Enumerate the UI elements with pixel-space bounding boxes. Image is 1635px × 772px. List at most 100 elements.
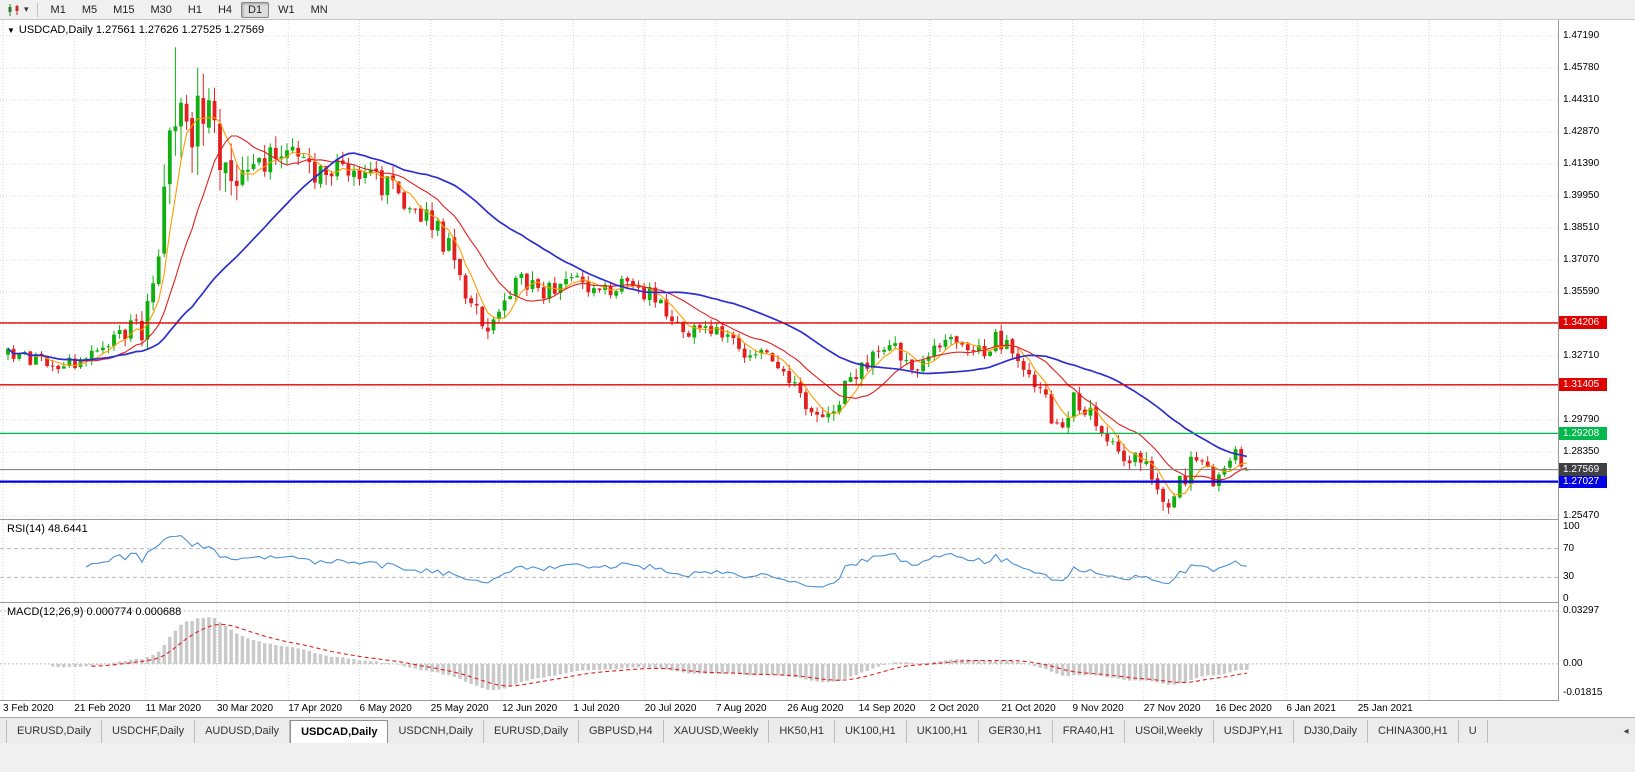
time-axis-label: 7 Aug 2020	[716, 703, 767, 714]
time-axis-label: 14 Sep 2020	[858, 703, 916, 714]
main-grid	[0, 20, 1558, 519]
chart-tab-xauusd-weekly[interactable]: XAUUSD,Weekly	[663, 720, 770, 743]
price-axis-label: 1.39950	[1563, 190, 1600, 201]
time-axis-label: 3 Feb 2020	[3, 703, 54, 714]
chart-type-dropdown-icon[interactable]: ▾	[24, 4, 29, 14]
price-axis-label: 1.45780	[1563, 62, 1600, 73]
time-axis-label: 21 Oct 2020	[1001, 703, 1056, 714]
rsi-chart[interactable]	[0, 520, 1558, 602]
timeframe-button-h1[interactable]: H1	[187, 3, 202, 16]
time-axis-label: 17 Apr 2020	[288, 703, 343, 714]
chart-title-text: USDCAD,Daily 1.27561 1.27626 1.27525 1.2…	[18, 24, 265, 36]
main-chart[interactable]	[0, 20, 1558, 519]
chart-type-icon[interactable]	[4, 3, 24, 17]
chart-tab-uk100-h1[interactable]: UK100,H1	[834, 720, 907, 743]
pane-separator[interactable]	[0, 519, 1635, 520]
rsi-line	[85, 535, 1247, 588]
chart-tab-eurusd-daily[interactable]: EURUSD,Daily	[6, 720, 102, 743]
rsi-axis-label: 100	[1563, 521, 1580, 532]
chart-tab-eurusd-daily[interactable]: EURUSD,Daily	[484, 720, 579, 743]
time-axis-label: 6 Jan 2021	[1286, 703, 1336, 714]
chart-tab-audusd-daily[interactable]: AUDUSD,Daily	[195, 720, 291, 743]
chart-tab-usoil-weekly[interactable]: USOil,Weekly	[1125, 720, 1214, 743]
chart-tab-u[interactable]: U	[1458, 720, 1488, 743]
price-axis-label: 1.29790	[1563, 414, 1600, 425]
chart-title: ▼ USDCAD,Daily 1.27561 1.27626 1.27525 1…	[7, 24, 264, 36]
macd-chart[interactable]	[0, 603, 1558, 700]
chart-tab-uk100-h1[interactable]: UK100,H1	[906, 720, 979, 743]
timeframe-toolbar: ▾ M1 M5 M15 M30 H1 H4 D1 W1 MN	[0, 0, 1635, 20]
price-axis-label: 1.44310	[1563, 94, 1600, 105]
chart-tab-gbpusd-h4[interactable]: GBPUSD,H4	[579, 720, 664, 743]
timeframe-button-h4[interactable]: H4	[217, 3, 233, 16]
macd-pane[interactable]: MACD(12,26,9) 0.000774 0.000688	[0, 603, 1558, 700]
time-axis-label: 11 Mar 2020	[145, 703, 201, 714]
ma-5-line	[7, 116, 1247, 496]
time-axis-label: 2 Oct 2020	[929, 703, 979, 714]
rsi-axis-label: 30	[1563, 571, 1575, 583]
time-axis-label: 27 Nov 2020	[1143, 703, 1201, 714]
price-axis-separator	[1558, 20, 1559, 701]
symbol-dropdown-icon[interactable]: ▼	[7, 25, 15, 35]
candlesticks	[6, 47, 1249, 514]
timeframe-button-m30[interactable]: M30	[150, 3, 172, 16]
rsi-pane[interactable]: RSI(14) 48.6441	[0, 520, 1558, 602]
chart-tab-usdjpy-h1[interactable]: USDJPY,H1	[1213, 720, 1294, 743]
time-axis[interactable]: 3 Feb 2020 21 Feb 2020 11 Mar 2020 30 Mar 2…	[0, 701, 1635, 717]
price-axis-label: 1.35590	[1563, 286, 1600, 297]
macd-signal-line	[91, 623, 1247, 687]
chart-tab-ger30-h1[interactable]: GER30,H1	[978, 720, 1053, 743]
macd-axis-label: 0.03297	[1563, 605, 1600, 616]
hline-price-tag: 1.31405	[1559, 378, 1607, 392]
timeframe-button-w1[interactable]: W1	[278, 3, 295, 16]
macd-histogram	[50, 617, 1249, 691]
chart-tab-china300-h1[interactable]: CHINA300,H1	[1368, 720, 1459, 743]
time-axis-label: 9 Nov 2020	[1072, 703, 1124, 714]
tab-scroll-left-icon[interactable]: ◂	[1623, 726, 1629, 737]
macd-axis-label: -0.01815	[1563, 687, 1603, 698]
pane-separator	[0, 700, 1635, 701]
chart-tab-dj30-daily[interactable]: DJ30,Daily	[1293, 720, 1369, 743]
price-axis-label: 1.32710	[1563, 350, 1600, 361]
time-axis-label: 30 Mar 2020	[216, 703, 274, 714]
macd-grid	[2, 603, 1501, 700]
chart-tab-hk50-h1[interactable]: HK50,H1	[769, 720, 835, 743]
chart-tabs: EURUSD,Daily USDCHF,Daily AUDUSD,Daily USDC…	[6, 720, 1617, 743]
time-axis-label: 25 Jan 2021	[1357, 703, 1413, 714]
chart-tab-bar: EURUSD,Daily USDCHF,Daily AUDUSD,Daily USDC…	[0, 717, 1635, 743]
hline-price-tag: 1.27027	[1559, 475, 1607, 489]
rsi-axis-label: 70	[1563, 542, 1575, 554]
chart-tab-usdchf-daily[interactable]: USDCHF,Daily	[101, 720, 196, 743]
timeframe-button-m5[interactable]: M5	[81, 3, 98, 16]
price-axis-label: 1.28350	[1563, 446, 1600, 457]
chart-tab-usdcad-daily[interactable]: USDCAD,Daily	[290, 720, 389, 743]
time-axis-label: 21 Feb 2020	[74, 703, 131, 714]
current-price-tag: 1.27569	[1559, 463, 1607, 477]
price-axis-label: 1.42870	[1563, 126, 1600, 137]
timeframe-button-m1[interactable]: M1	[50, 3, 66, 16]
hline-price-tag: 1.34206	[1559, 316, 1607, 330]
ma-13-line	[7, 135, 1247, 481]
pane-separator[interactable]	[0, 602, 1635, 603]
time-axis-label: 1 Jul 2020	[573, 703, 620, 714]
price-axis-label: 1.41390	[1563, 158, 1600, 169]
time-axis-label: 6 May 2020	[359, 703, 412, 714]
horizontal-lines[interactable]	[0, 322, 1558, 483]
rsi-grid	[2, 520, 1501, 602]
moving-averages	[7, 116, 1248, 496]
macd-axis-label: 0.00	[1563, 657, 1583, 669]
timeframe-buttons: M1 M5 M15 M30 H1 H4 D1 W1 MN	[43, 1, 336, 18]
hline-price-tag: 1.29208	[1559, 426, 1607, 440]
timeframe-button-m15[interactable]: M15	[113, 3, 135, 16]
status-strip	[0, 743, 1635, 772]
time-axis-label: 25 May 2020	[430, 703, 489, 714]
price-axis[interactable]: 1.47190 1.45780 1.44310 1.42870 1.41390 1.399…	[1559, 20, 1635, 701]
chart-tab-fra40-h1[interactable]: FRA40,H1	[1052, 720, 1126, 743]
timeframe-button-mn[interactable]: MN	[310, 3, 328, 16]
main-chart-pane[interactable]: ▼ USDCAD,Daily 1.27561 1.27626 1.27525 1…	[0, 20, 1558, 519]
rsi-label: RSI(14) 48.6441	[7, 523, 88, 535]
timeframe-button-d1[interactable]: D1	[241, 1, 270, 18]
chart-tab-usdcnh-daily[interactable]: USDCNH,Daily	[388, 720, 485, 743]
time-axis-label: 12 Jun 2020	[502, 703, 558, 714]
price-axis-label: 1.38510	[1563, 222, 1600, 233]
